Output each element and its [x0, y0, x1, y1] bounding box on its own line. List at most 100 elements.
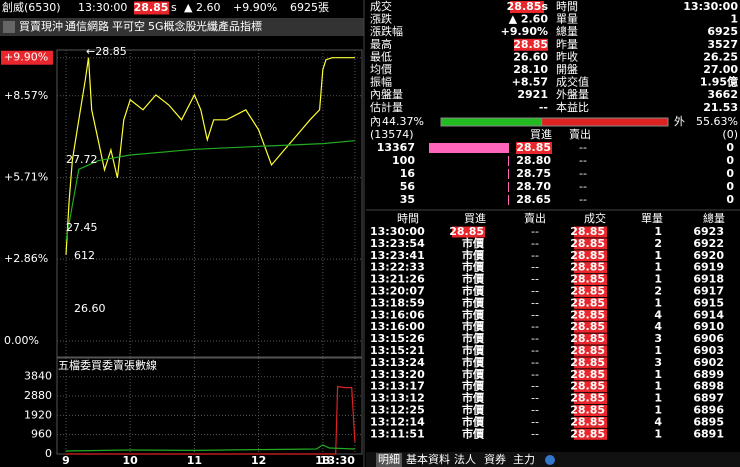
quote-label: 外盤量 — [556, 88, 589, 101]
x-tick-label: 10 — [123, 454, 139, 467]
y-tick-label: 3840 — [24, 370, 52, 383]
trade-bid: 市價 — [462, 331, 485, 345]
volume: 6925張 — [290, 1, 329, 14]
y-tick-label: +8.57% — [4, 89, 48, 102]
toolbar-button[interactable]: 買賣現沖 — [19, 19, 63, 33]
highlight — [134, 1, 169, 15]
bid-bar — [508, 195, 509, 205]
bid-price: 28.65 — [516, 193, 551, 206]
highlight — [574, 250, 607, 262]
trade-ask: -- — [531, 320, 539, 333]
trade-bid: 市價 — [462, 307, 485, 321]
bid-bar — [508, 182, 509, 192]
book-header: 買進 — [530, 128, 552, 141]
y-tick-label: 960 — [31, 428, 52, 441]
trade-qty: 1 — [654, 380, 662, 393]
trade-total: 6917 — [693, 285, 724, 298]
trade-qty: 1 — [654, 261, 662, 274]
quote-value: +8.57 — [512, 76, 548, 89]
ratio-bar — [541, 117, 669, 127]
trade-qty: 2 — [654, 285, 662, 298]
ratio-label: 內 — [370, 115, 381, 128]
toolbar-button[interactable]: 平可空 — [112, 19, 145, 33]
y-tick-label: +2.86% — [4, 252, 48, 265]
y-tick-label: 1920 — [24, 408, 52, 421]
tab[interactable]: 主力 — [513, 453, 535, 466]
quote-label: 均價 — [370, 62, 392, 76]
ask-price: -- — [579, 141, 587, 154]
trade-time: 13:13:12 — [370, 392, 425, 405]
price-frame — [56, 49, 363, 358]
toolbar-button[interactable]: 5G概念股 — [148, 19, 197, 33]
trade-bid: 市價 — [462, 248, 485, 262]
tab[interactable]: 明細 — [378, 453, 400, 466]
trade-price: 28.85 — [570, 285, 605, 298]
annotation: 26.60 — [74, 302, 106, 315]
annotation: ←28.85 — [86, 45, 127, 58]
quote-label: 單量 — [556, 13, 578, 26]
annotation: 27.45 — [66, 221, 98, 234]
total-bid: (13574) — [370, 128, 414, 141]
quote-label: 估計量 — [370, 100, 403, 114]
bid-qty: 35 — [400, 193, 415, 206]
trade-ask: -- — [531, 427, 539, 440]
quote-label: 內盤量 — [370, 88, 403, 101]
toolbar-button[interactable]: 光纖產品指標 — [196, 19, 262, 33]
trade-total: 6902 — [693, 356, 724, 369]
tab[interactable]: 基本資料 — [406, 452, 450, 466]
trade-header: 成交 — [584, 211, 606, 225]
quote-label: 漲跌幅 — [370, 24, 403, 38]
trade-ask: -- — [531, 273, 539, 286]
trade-total: 6918 — [693, 273, 724, 286]
quote-label: 總量 — [556, 24, 578, 38]
ask-price: -- — [579, 167, 587, 180]
trade-price: 28.85 — [570, 356, 605, 369]
trade-time: 13:13:20 — [370, 368, 425, 381]
quote-label: 時間 — [556, 0, 578, 13]
order-frame — [56, 357, 363, 455]
trade-total: 6919 — [693, 261, 724, 274]
trade-qty: 4 — [654, 415, 662, 428]
ask-qty: 0 — [726, 154, 734, 167]
trade-price: 28.85 — [570, 404, 605, 417]
quote-value: 1 — [730, 13, 738, 26]
trade-bid: 市價 — [462, 379, 485, 393]
quote-value: 26.25 — [703, 50, 738, 63]
trade-ask: -- — [531, 237, 539, 250]
bid-bar — [508, 169, 509, 179]
highlight — [574, 345, 607, 357]
quote-label: 漲跌 — [370, 12, 392, 26]
trade-bid: 市價 — [462, 426, 485, 440]
tab[interactable]: 法人 — [454, 452, 476, 466]
trade-bid: 28.85 — [449, 225, 484, 238]
highlight — [574, 286, 607, 297]
trade-qty: 4 — [654, 308, 662, 321]
trade-total: 6903 — [693, 344, 724, 357]
trade-time: 13:22:33 — [370, 261, 425, 274]
trade-bid: 市價 — [462, 355, 485, 369]
trade-ask: -- — [531, 249, 539, 262]
time: 13:30:00 — [78, 1, 127, 14]
trade-ask: -- — [531, 332, 539, 345]
trade-qty: 1 — [654, 404, 662, 417]
total-ask: (0) — [722, 128, 738, 141]
toolbar-icon[interactable] — [3, 21, 15, 33]
trade-bid: 市價 — [462, 284, 485, 298]
toolbar-button[interactable]: 通信網路 — [65, 19, 109, 33]
quote-value: 13:30:00 — [683, 0, 738, 13]
bid-bar — [429, 143, 509, 153]
highlight — [574, 274, 607, 286]
price: 28.85 — [134, 1, 169, 14]
trade-price: 28.85 — [570, 320, 605, 333]
trade-qty: 3 — [654, 332, 662, 345]
tab[interactable]: 資券 — [484, 452, 506, 466]
tick-highlight — [1, 50, 53, 65]
highlight — [510, 1, 544, 13]
trade-header: 賣出 — [524, 211, 546, 225]
trade-ask: -- — [531, 356, 539, 369]
ratio-bar — [440, 117, 543, 127]
ask-qty: 0 — [726, 193, 734, 206]
bid-price: 28.70 — [516, 180, 551, 193]
trade-qty: 2 — [654, 237, 662, 250]
tab-icon[interactable] — [545, 455, 555, 465]
